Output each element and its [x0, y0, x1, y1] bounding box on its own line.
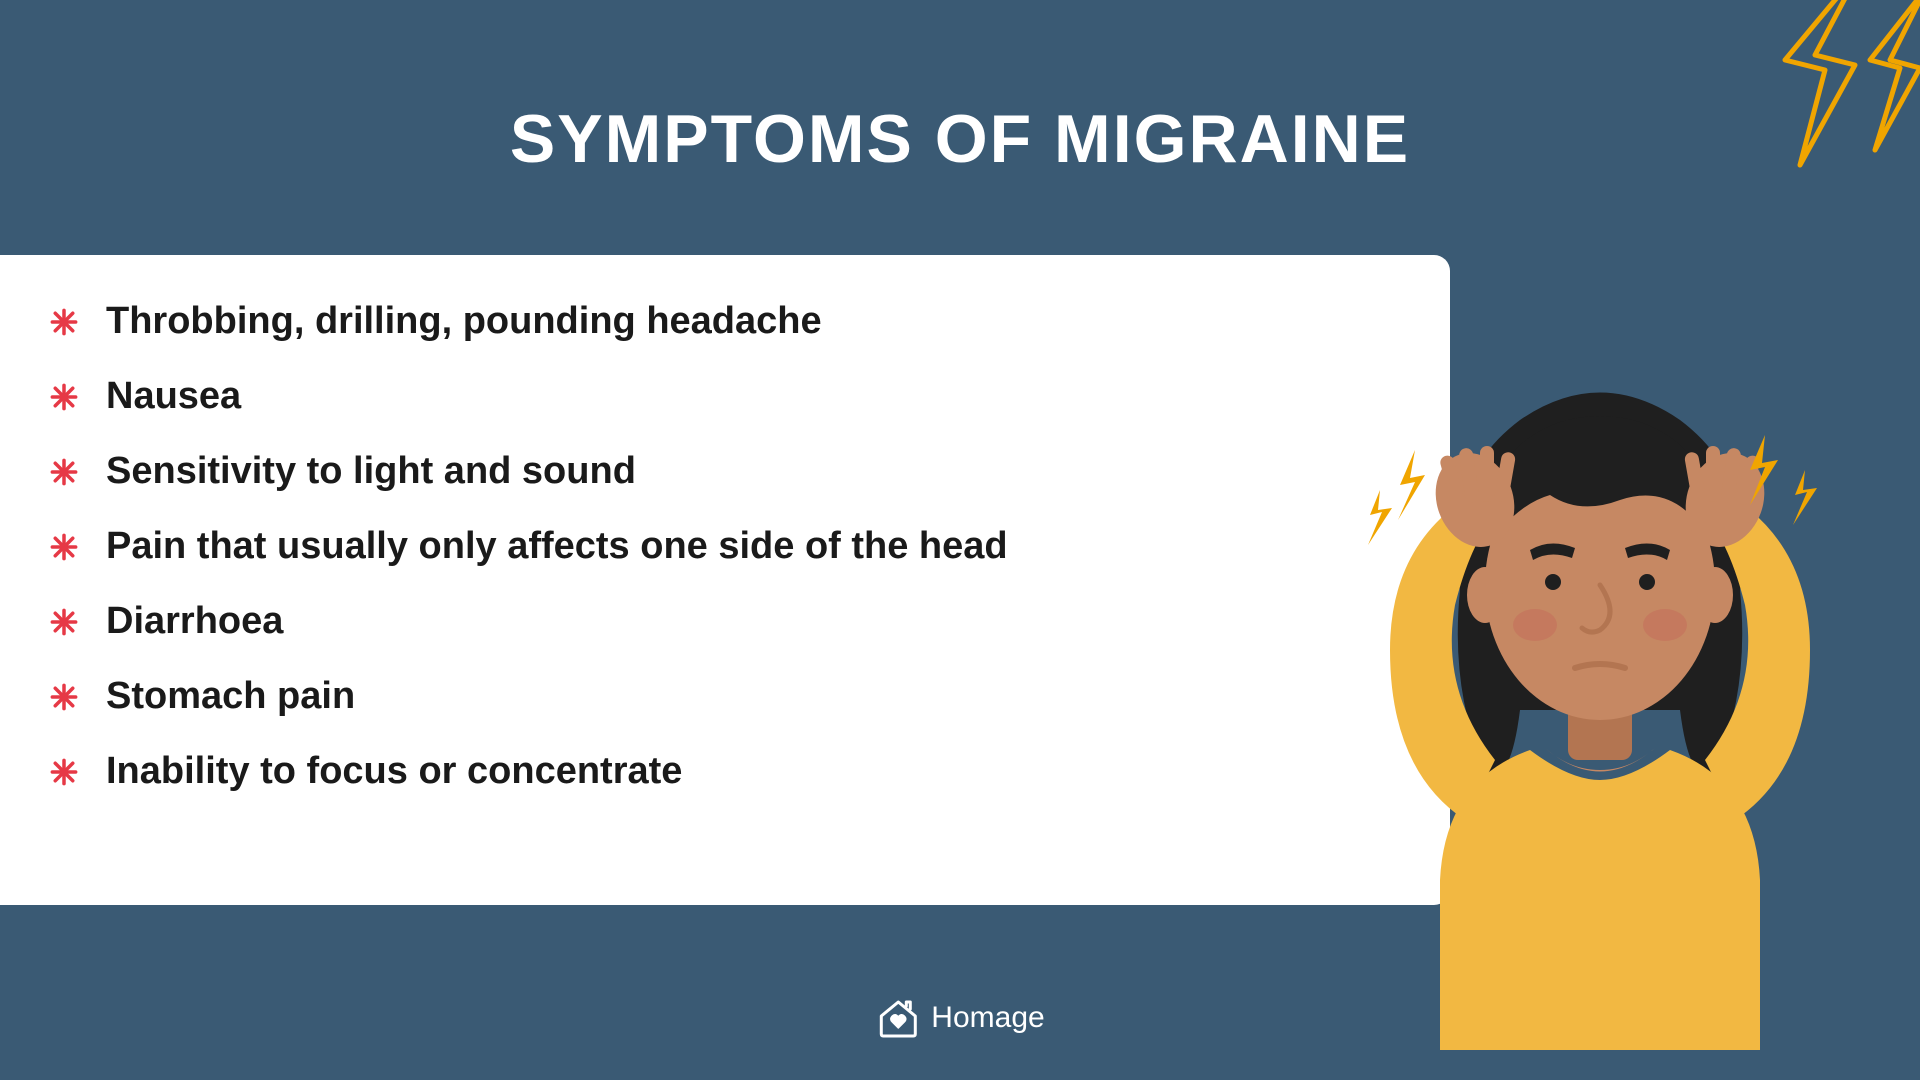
- symptom-item: Pain that usually only affects one side …: [50, 525, 1400, 568]
- brand-name: Homage: [931, 1001, 1044, 1035]
- brand-footer: Homage: [875, 996, 1044, 1040]
- symptom-item: Sensitivity to light and sound: [50, 450, 1400, 493]
- infographic: SYMPTOMS OF MIGRAINE Throbbing, drilling…: [0, 0, 1920, 1080]
- asterisk-bullet-icon: [50, 683, 78, 711]
- asterisk-bullet-icon: [50, 383, 78, 411]
- asterisk-bullet-icon: [50, 608, 78, 636]
- symptom-panel: Throbbing, drilling, pounding headache N…: [0, 255, 1450, 905]
- symptom-text: Nausea: [106, 375, 241, 418]
- symptom-item: Stomach pain: [50, 675, 1400, 718]
- symptom-text: Stomach pain: [106, 675, 355, 718]
- person-headache-icon: [1320, 350, 1880, 1050]
- symptom-item: Diarrhoea: [50, 600, 1400, 643]
- symptom-item: Throbbing, drilling, pounding headache: [50, 300, 1400, 343]
- symptom-text: Inability to focus or concentrate: [106, 750, 682, 793]
- symptom-list: Throbbing, drilling, pounding headache N…: [50, 300, 1400, 793]
- homage-logo-icon: [875, 996, 921, 1040]
- symptom-text: Diarrhoea: [106, 600, 283, 643]
- asterisk-bullet-icon: [50, 308, 78, 336]
- symptom-text: Sensitivity to light and sound: [106, 450, 636, 493]
- asterisk-bullet-icon: [50, 533, 78, 561]
- symptom-text: Pain that usually only affects one side …: [106, 525, 1008, 568]
- symptom-item: Inability to focus or concentrate: [50, 750, 1400, 793]
- lightning-decoration-icon: [1680, 0, 1920, 200]
- asterisk-bullet-icon: [50, 458, 78, 486]
- asterisk-bullet-icon: [50, 758, 78, 786]
- page-title: SYMPTOMS OF MIGRAINE: [510, 100, 1410, 178]
- symptom-text: Throbbing, drilling, pounding headache: [106, 300, 822, 343]
- symptom-item: Nausea: [50, 375, 1400, 418]
